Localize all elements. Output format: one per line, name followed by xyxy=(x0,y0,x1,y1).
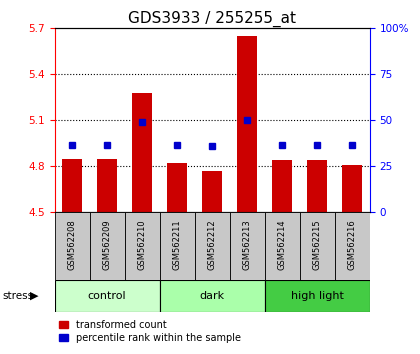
Text: GSM562212: GSM562212 xyxy=(207,219,217,270)
Bar xyxy=(160,212,194,280)
Text: GSM562210: GSM562210 xyxy=(138,219,147,270)
Text: control: control xyxy=(88,291,126,301)
Bar xyxy=(89,212,125,280)
Bar xyxy=(342,165,362,212)
Text: GSM562208: GSM562208 xyxy=(68,219,76,270)
Bar xyxy=(307,160,327,212)
Bar xyxy=(168,163,187,212)
Bar xyxy=(265,212,299,280)
Title: GDS3933 / 255255_at: GDS3933 / 255255_at xyxy=(128,11,296,27)
Text: GSM562211: GSM562211 xyxy=(173,219,181,270)
Text: GSM562215: GSM562215 xyxy=(312,219,322,270)
Bar xyxy=(160,280,265,312)
Bar xyxy=(237,36,257,212)
Bar xyxy=(299,212,335,280)
Text: GSM562213: GSM562213 xyxy=(243,219,252,270)
Bar xyxy=(273,160,292,212)
Bar xyxy=(125,212,160,280)
Bar xyxy=(55,212,89,280)
Bar xyxy=(63,159,82,212)
Bar xyxy=(265,280,370,312)
Legend: transformed count, percentile rank within the sample: transformed count, percentile rank withi… xyxy=(60,320,241,343)
Bar xyxy=(97,159,117,212)
Text: high light: high light xyxy=(291,291,344,301)
Text: GSM562209: GSM562209 xyxy=(102,219,112,270)
Bar xyxy=(55,280,160,312)
Text: dark: dark xyxy=(200,291,225,301)
Text: ▶: ▶ xyxy=(30,291,39,301)
Text: GSM562214: GSM562214 xyxy=(278,219,286,270)
Bar xyxy=(202,171,222,212)
Text: stress: stress xyxy=(2,291,33,301)
Bar xyxy=(335,212,370,280)
Bar xyxy=(194,212,230,280)
Bar xyxy=(230,212,265,280)
Text: GSM562216: GSM562216 xyxy=(348,219,357,270)
Bar xyxy=(132,93,152,212)
